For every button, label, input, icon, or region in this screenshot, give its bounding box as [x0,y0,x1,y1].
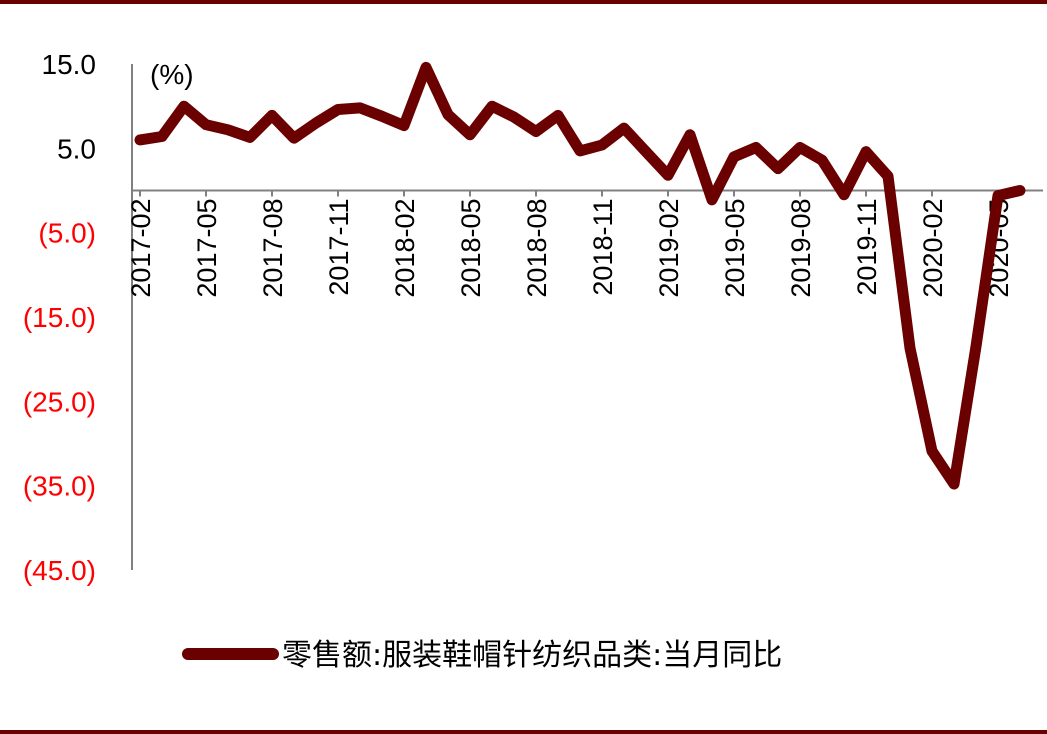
top-border [0,0,1047,4]
x-axis-ticks: 2017-02 2017-05 2017-08 2017-11 2018-02 2018-… [126,190,1014,298]
x-tick-label: 2017-11 [324,199,354,296]
legend: 零售额:服装鞋帽针纺织品类:当月同比 [182,638,782,673]
bottom-border [0,730,1047,734]
y-tick-label: 15.0 [42,49,97,80]
y-axis-ticks: 15.0 5.0 (5.0) (15.0) (25.0) (35.0) (45.0) [23,49,96,586]
legend-label: 零售额:服装鞋帽针纺织品类:当月同比 [282,638,782,673]
y-tick-label: (35.0) [23,471,96,502]
x-tick-label: 2019-08 [786,199,816,298]
x-tick-label: 2017-02 [126,199,156,298]
x-tick-label: 2019-02 [654,199,684,298]
x-tick-label: 2018-11 [588,199,618,296]
x-tick-label: 2017-08 [258,199,288,298]
x-tick-label: 2018-02 [390,199,420,298]
y-tick-label: (15.0) [23,302,96,333]
series-layer [134,61,1026,490]
x-tick-label: 2019-05 [720,199,750,298]
x-tick-label: 2020-02 [918,199,948,298]
x-tick-label: 2018-05 [456,199,486,298]
x-tick-label: 2019-11 [852,199,882,296]
y-tick-label: (5.0) [38,218,96,249]
y-tick-label: 5.0 [57,133,96,164]
unit-label: (%) [150,59,194,90]
x-tick-label: 2017-05 [192,199,222,298]
y-tick-label: (25.0) [23,386,96,417]
y-tick-label: (45.0) [23,555,96,586]
x-tick-label: 2018-08 [522,199,552,298]
